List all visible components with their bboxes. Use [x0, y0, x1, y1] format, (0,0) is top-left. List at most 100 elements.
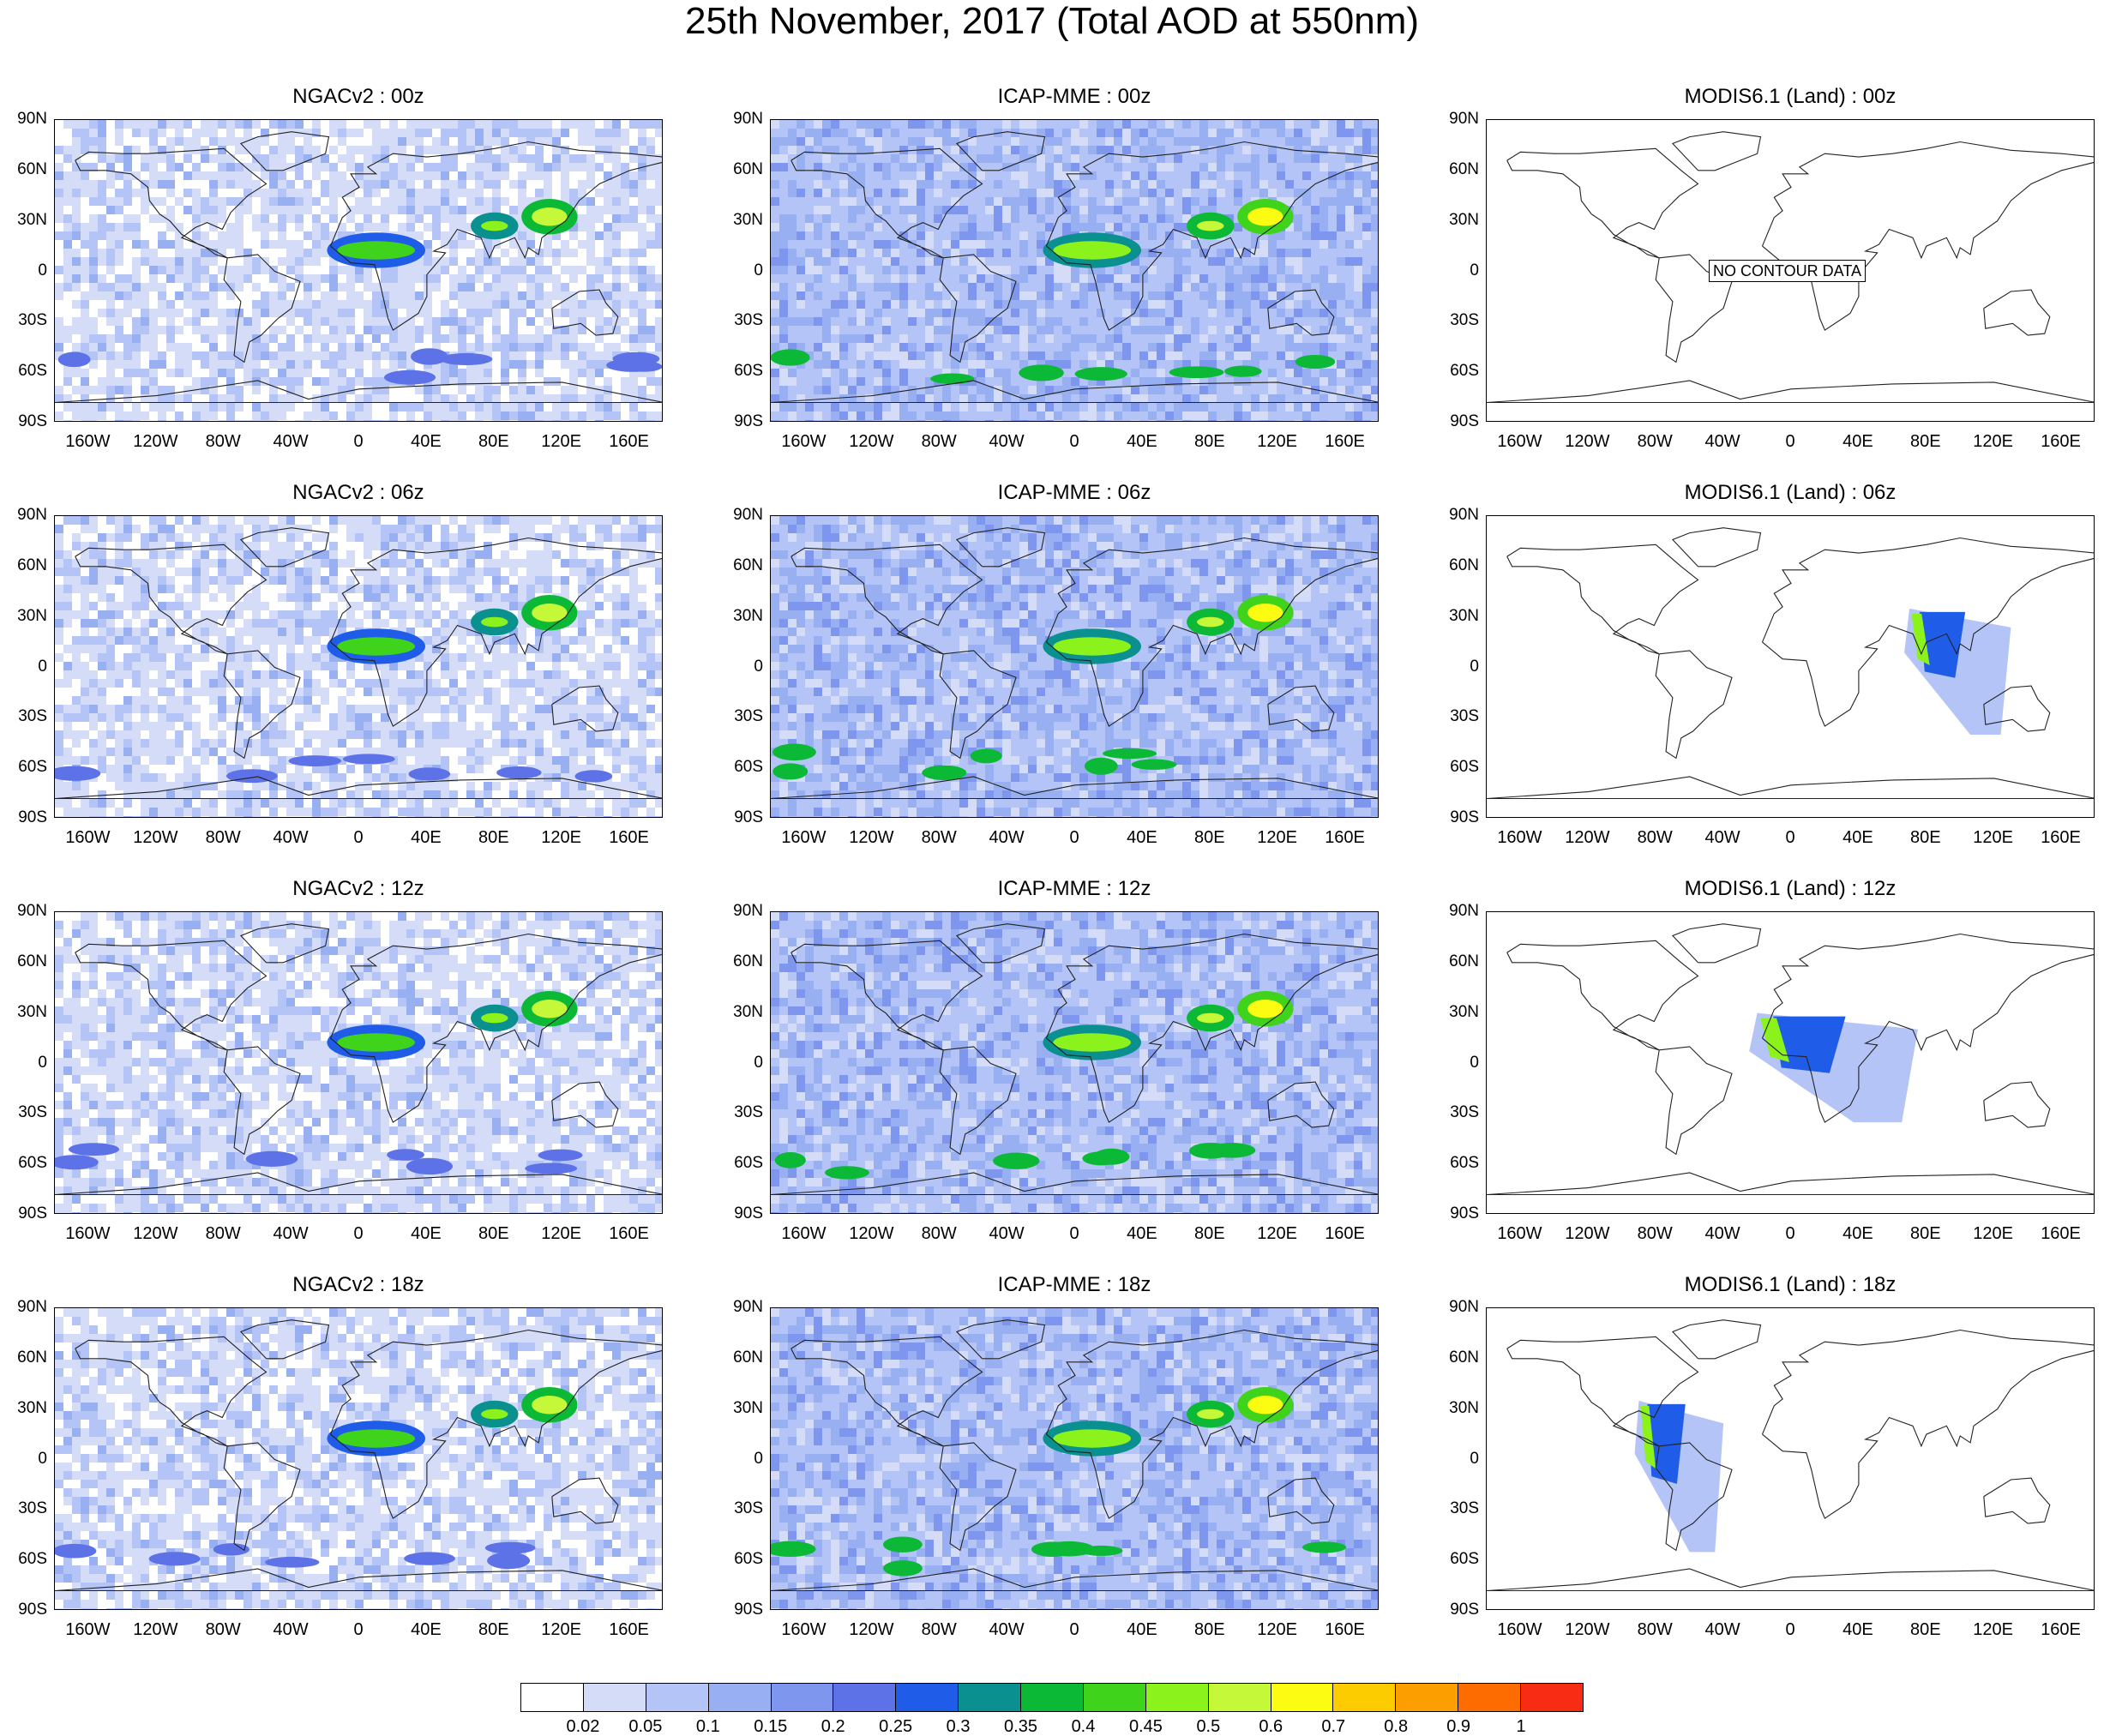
- aerosol-hotspot-core: [1197, 220, 1224, 231]
- lon-tick-label: 80W: [193, 1620, 253, 1639]
- storm-aerosol-blob: [625, 361, 662, 372]
- lat-tick-label: 30N: [3, 211, 47, 229]
- lat-tick-label: 60N: [718, 160, 763, 178]
- coastline-south-america: [939, 650, 1017, 760]
- coastline-antarctica: [1487, 1172, 2094, 1196]
- lat-tick-label: 30S: [3, 708, 47, 725]
- lat-tick-label: 30S: [718, 312, 763, 329]
- lon-tick-label: 80W: [909, 828, 969, 847]
- lon-tick-label: 40E: [1112, 828, 1172, 847]
- lat-tick-label: 90S: [718, 809, 763, 826]
- lat-tick-label: 90S: [718, 1601, 763, 1619]
- lon-tick-label: 120E: [1247, 1620, 1307, 1639]
- lon-tick-label: 120W: [841, 432, 901, 451]
- coastline-greenland: [239, 923, 330, 964]
- storm-aerosol-blob: [930, 373, 975, 385]
- lon-tick-label: 40E: [1828, 828, 1888, 847]
- lat-tick-label: 90S: [1434, 1205, 1479, 1222]
- lat-tick-label: 60S: [3, 1551, 47, 1568]
- coastline-australia: [551, 1081, 619, 1128]
- lon-tick-label: 80E: [1896, 828, 1956, 847]
- colorbar-level-label: 0.05: [620, 1717, 671, 1736]
- aerosol-hotspot-core: [532, 1000, 568, 1018]
- coastline-greenland: [239, 131, 330, 171]
- colorbar-swatch: [896, 1684, 959, 1711]
- lon-tick-label: 120E: [532, 828, 592, 847]
- map-canvas: [1487, 516, 2094, 817]
- coastline-north-america: [1506, 940, 1699, 1051]
- lat-tick-label: 0: [3, 1450, 47, 1468]
- lon-tick-label: 40E: [1828, 432, 1888, 451]
- lon-tick-label: 80E: [1180, 432, 1240, 451]
- lon-tick-label: 40W: [261, 828, 321, 847]
- coastline-antarctica: [771, 380, 1378, 404]
- lon-tick-label: 120W: [1557, 432, 1617, 451]
- lon-tick-label: 40W: [261, 1224, 321, 1243]
- lat-tick-label: 60S: [1434, 1155, 1479, 1172]
- lat-tick-label: 60S: [3, 363, 47, 380]
- lon-tick-label: 80W: [1625, 1224, 1685, 1243]
- colorbar-level-label: 0.35: [995, 1717, 1047, 1736]
- lon-tick-label: 80W: [909, 1224, 969, 1243]
- modis-swath-edge: [1760, 1018, 1790, 1063]
- storm-aerosol-blob: [538, 1149, 583, 1162]
- lat-tick-label: 60S: [1434, 1551, 1479, 1568]
- map-panel: [54, 911, 663, 1214]
- storm-aerosol-blob: [411, 348, 448, 365]
- storm-aerosol-blob: [1169, 366, 1224, 379]
- lon-tick-label: 0: [1044, 1224, 1104, 1243]
- coastline-north-america: [75, 147, 268, 259]
- storm-aerosol-blob: [882, 1536, 923, 1553]
- coastline-australia: [1267, 1081, 1335, 1128]
- map-canvas: [55, 120, 662, 421]
- aerosol-hotspot-core: [481, 220, 508, 231]
- coastline-south-america: [1655, 1046, 1733, 1156]
- coastline-north-america: [791, 940, 983, 1051]
- colorbar-level-label: 1: [1495, 1717, 1547, 1736]
- lon-tick-label: 0: [1760, 1224, 1820, 1243]
- map-canvas: [771, 912, 1378, 1213]
- lat-tick-label: 30S: [3, 312, 47, 329]
- storm-aerosol-blob: [1031, 1541, 1074, 1557]
- coastline-africa-eurasia: [1045, 537, 1378, 727]
- lat-tick-label: 0: [718, 1450, 763, 1468]
- coastline-south-america: [1655, 650, 1733, 760]
- coastline-south-america: [939, 1046, 1017, 1156]
- map-panel: [770, 515, 1379, 818]
- lat-tick-label: 30S: [3, 1104, 47, 1121]
- modis-swath-high: [1773, 1016, 1846, 1073]
- storm-aerosol-blob: [384, 369, 436, 385]
- coastline-antarctica: [1487, 776, 2094, 800]
- lon-tick-label: 120W: [125, 1620, 185, 1639]
- coastline-south-america: [223, 254, 301, 363]
- lat-tick-label: 90N: [1434, 111, 1479, 128]
- lat-tick-label: 90S: [718, 1205, 763, 1222]
- storm-aerosol-blob: [408, 767, 451, 781]
- coastline-south-america: [223, 650, 301, 760]
- aerosol-hotspot-core: [481, 1409, 508, 1420]
- colorbar-swatch: [583, 1684, 646, 1711]
- storm-aerosol-blob: [484, 1541, 536, 1554]
- no-contour-data-label: NO CONTOUR DATA: [1709, 259, 1867, 282]
- panel-title: ICAP-MME : 00z: [770, 85, 1379, 109]
- coastline-north-america: [75, 940, 268, 1051]
- coastline-antarctica: [771, 776, 1378, 800]
- colorbar-level-label: 0.15: [745, 1717, 797, 1736]
- lat-tick-label: 0: [718, 658, 763, 676]
- lat-tick-label: 30N: [718, 211, 763, 229]
- storm-aerosol-blob: [825, 1166, 869, 1180]
- coastline-africa-eurasia: [1761, 1329, 2094, 1519]
- coastline-africa-eurasia: [329, 141, 662, 331]
- coastline-australia: [1267, 685, 1335, 732]
- colorbar-swatch: [1083, 1684, 1146, 1711]
- lon-tick-label: 40E: [396, 1224, 456, 1243]
- lon-tick-label: 40W: [1692, 828, 1752, 847]
- lon-tick-label: 0: [1760, 828, 1820, 847]
- lon-tick-label: 80E: [464, 432, 524, 451]
- coastline-antarctica: [55, 380, 662, 404]
- lat-tick-label: 60S: [3, 759, 47, 776]
- lon-tick-label: 120E: [1247, 432, 1307, 451]
- lon-tick-label: 160W: [1489, 432, 1549, 451]
- coastline-south-america: [223, 1046, 301, 1156]
- panel-title: ICAP-MME : 12z: [770, 877, 1379, 901]
